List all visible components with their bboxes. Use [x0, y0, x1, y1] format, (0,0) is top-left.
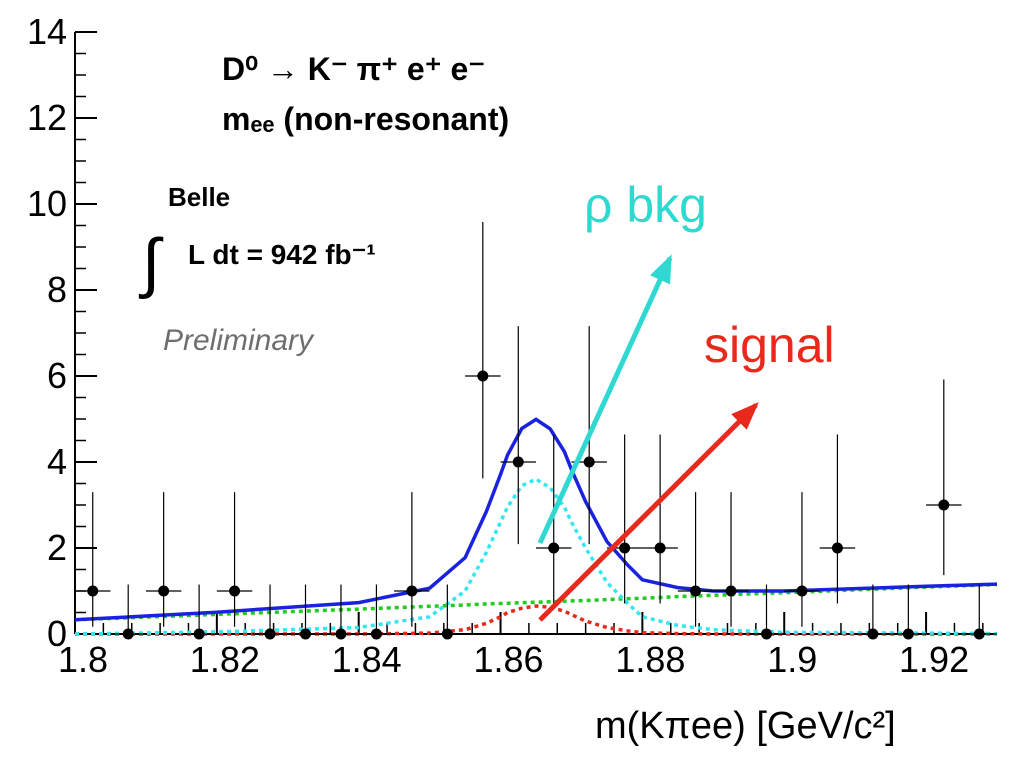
data-point — [406, 585, 418, 597]
integral-sign: ∫ — [138, 225, 164, 299]
data-point — [831, 542, 843, 554]
rho-arrow — [537, 256, 673, 545]
y-tick-label: 6 — [47, 355, 67, 396]
data-point — [902, 628, 914, 640]
x-tick-label: 1.88 — [615, 639, 685, 680]
x-tick-label: 1.84 — [332, 639, 402, 680]
data-point — [725, 585, 737, 597]
signal-label: signal — [704, 317, 835, 373]
data-point — [654, 542, 666, 554]
y-tick-label: 2 — [47, 527, 67, 568]
data-point — [973, 628, 985, 640]
status: Preliminary — [163, 324, 315, 357]
y-tick-label: 8 — [47, 269, 67, 310]
signal-arrow-head — [731, 402, 759, 430]
signal-arrow — [538, 403, 758, 622]
x-axis-label: m(Kπee) [GeV/c²] — [595, 705, 896, 747]
y-tick-label: 14 — [27, 11, 67, 52]
y-tick-label: 12 — [27, 97, 67, 138]
luminosity: L dt = 942 fb⁻¹ — [188, 239, 376, 270]
data-point — [512, 456, 524, 468]
rho-label: ρ bkg — [584, 177, 707, 233]
x-tick-label: 1.92 — [899, 639, 969, 680]
data-point — [122, 628, 134, 640]
experiment: Belle — [168, 182, 230, 212]
decay-title: D⁰ → K⁻ π⁺ e⁺ e⁻ — [222, 51, 485, 87]
data-point — [619, 542, 631, 554]
data-point — [441, 628, 453, 640]
x-tick-label: 1.82 — [190, 639, 260, 680]
data-point — [583, 456, 595, 468]
x-tick-label: 1.86 — [473, 639, 543, 680]
fit-curve — [74, 417, 998, 622]
y-tick-label: 4 — [47, 441, 67, 482]
data-point — [87, 585, 99, 597]
data-point — [193, 628, 205, 640]
y-tick-label: 10 — [27, 183, 67, 224]
y-tick-label: 0 — [47, 613, 67, 654]
data-point — [477, 370, 489, 382]
fit-curve — [75, 604, 997, 636]
data-point — [938, 499, 950, 511]
x-tick-label: 1.8 — [58, 639, 108, 680]
data-point — [796, 585, 808, 597]
data-point — [370, 628, 382, 640]
data-point — [264, 628, 276, 640]
x-tick-label: 1.9 — [767, 639, 817, 680]
data-point — [335, 628, 347, 640]
data-point — [300, 628, 311, 640]
data-point — [867, 628, 879, 640]
data-point — [158, 585, 170, 597]
data-point — [761, 628, 772, 640]
mass-title: mₑₑ (non-resonant) — [222, 101, 509, 137]
data-point — [548, 542, 560, 554]
data-point — [229, 585, 241, 597]
data-point — [690, 585, 702, 597]
rho-arrow-head — [650, 254, 672, 285]
